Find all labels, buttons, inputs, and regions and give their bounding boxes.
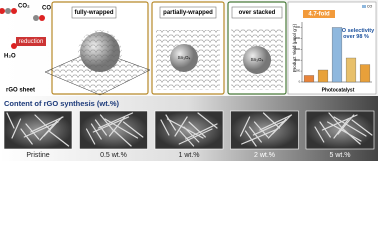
fiber <box>11 118 22 139</box>
panel-title: over stacked <box>239 10 276 16</box>
fiber <box>259 114 293 131</box>
fiber <box>185 123 218 140</box>
y-tick-label: 4000 <box>294 37 300 40</box>
fiber <box>252 119 288 136</box>
fiber <box>321 114 358 131</box>
reduction-label: reduction <box>19 39 44 45</box>
fiber <box>23 121 59 138</box>
panel-title: fully-wrapped <box>74 10 113 16</box>
y-tick-label: 3000 <box>294 48 300 51</box>
selectivity-box: CO selectivity over 98 % <box>337 28 375 40</box>
co2-label: CO₂ <box>18 4 30 10</box>
fiber <box>328 112 343 129</box>
fiber <box>90 123 102 140</box>
fiber <box>241 128 279 145</box>
fiber <box>166 118 204 139</box>
sheet-label: rGO sheet <box>6 88 35 94</box>
fiber <box>113 130 132 147</box>
fiber <box>178 128 213 145</box>
fiber <box>85 128 96 145</box>
sample-label: Pristine <box>26 152 49 159</box>
fiber <box>99 114 114 131</box>
fiber <box>97 112 134 129</box>
fold-label: 4.7-fold <box>308 12 330 18</box>
bar <box>317 69 329 83</box>
fiber <box>262 112 281 129</box>
panel-fully: fully-wrapped <box>44 1 151 96</box>
fiber <box>160 119 170 136</box>
y-tick-label: 0 <box>299 81 301 84</box>
fiber <box>48 130 70 147</box>
fiber <box>104 118 139 139</box>
panel-partially: partially-wrapped Sn₃O₄ <box>151 1 225 95</box>
sample-label: 1 wt.% <box>178 152 199 159</box>
fiber <box>122 121 144 138</box>
graphical-abstract: CO₂ CO H₂O reduction rGO sheet fully-wra… <box>0 0 378 161</box>
fiber <box>30 116 64 133</box>
fiber <box>92 116 130 133</box>
panel-title: partially-wrapped <box>163 10 213 16</box>
core-label: Sn₃O₄ <box>178 55 191 60</box>
bar <box>331 27 343 83</box>
page: CO₂ CO H₂O reduction rGO sheet fully-wra… <box>0 0 378 161</box>
legend-swatch <box>362 5 366 8</box>
core-label: Sn₃O₄ <box>251 57 264 62</box>
sample-label: 5 wt.% <box>329 152 350 159</box>
molecule-panel: CO₂ CO H₂O reduction rGO sheet <box>0 4 51 94</box>
fold-box <box>303 10 335 18</box>
bar <box>345 57 357 83</box>
fiber <box>342 128 361 145</box>
fiber <box>39 120 58 141</box>
fiber <box>267 118 287 139</box>
co-label: CO <box>42 6 51 12</box>
fiber <box>351 119 373 136</box>
fiber <box>333 118 350 139</box>
fiber <box>188 121 206 138</box>
bottom-title: Content of rGO synthesis (wt.%) <box>4 99 120 108</box>
y-axis-label: Product Yield (µmol g⁻¹) <box>292 23 297 72</box>
selectivity-label: CO selectivity over 98 % <box>337 28 375 40</box>
fiber <box>6 112 15 129</box>
bar <box>359 64 371 83</box>
fiber <box>333 116 367 137</box>
fiber <box>165 114 176 131</box>
h2o-label: H₂O <box>4 54 16 60</box>
chart: Product Yield (µmol g⁻¹) Photocatalyst 4… <box>287 1 377 95</box>
y-tick-label: 5000 <box>294 26 300 29</box>
panel-over: over stacked Sn₃O₄ <box>227 1 287 95</box>
reduction-box <box>16 37 46 46</box>
fiber <box>314 126 325 143</box>
y-tick-label: 1000 <box>294 70 300 73</box>
y-tick-label: 2000 <box>294 59 300 62</box>
fiber <box>244 130 257 147</box>
sample-label: 2 wt.% <box>254 152 275 159</box>
x-axis-label: Photocatalyst <box>322 87 355 93</box>
legend-label: CO <box>367 4 373 8</box>
fiber <box>34 114 52 131</box>
bar <box>303 75 315 83</box>
fiber <box>319 121 331 138</box>
sample-label: 0.5 wt.% <box>100 152 127 159</box>
fiber <box>239 116 251 137</box>
